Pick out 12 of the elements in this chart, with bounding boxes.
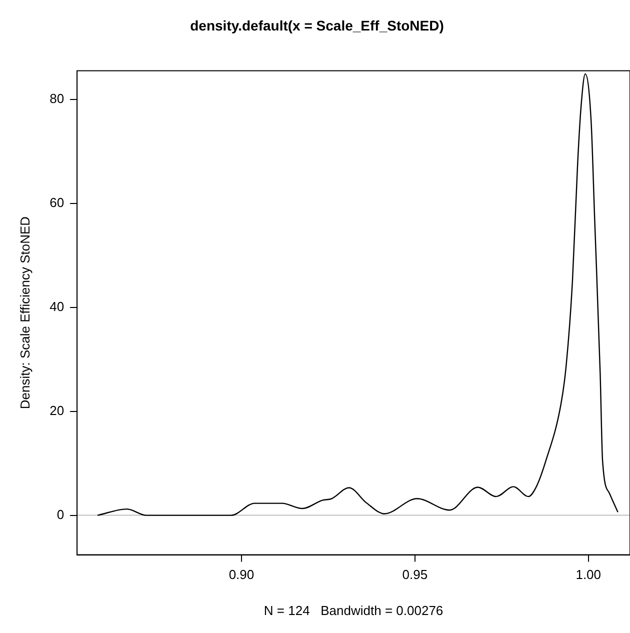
y-tick-label: 40 bbox=[50, 298, 64, 314]
x-axis-title: N = 124 Bandwidth = 0.00276 bbox=[264, 602, 444, 618]
y-tick-label: 20 bbox=[50, 402, 64, 418]
line-series bbox=[96, 73, 618, 516]
x-tick-label: 0.90 bbox=[228, 567, 254, 582]
y-tick-label: 80 bbox=[50, 90, 64, 106]
y-tick-label: 60 bbox=[50, 194, 64, 210]
y-axis-title: Density: Scale Efficiency StoNED bbox=[17, 216, 32, 410]
y-tick-label: 0 bbox=[56, 506, 64, 522]
x-tick-label: 1.00 bbox=[576, 567, 602, 582]
x-tick-label: 0.95 bbox=[402, 567, 428, 582]
chart-title: density.default(x = Scale_Eff_StoNED) bbox=[190, 17, 444, 34]
